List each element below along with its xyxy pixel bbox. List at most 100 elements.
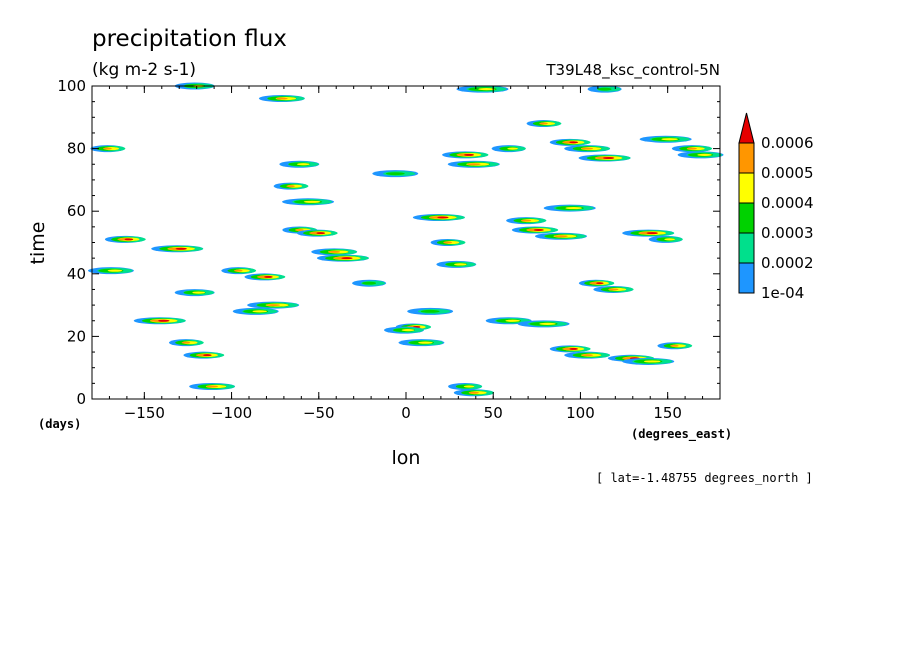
precip-patch bbox=[578, 154, 631, 162]
precip-patch bbox=[511, 226, 559, 234]
patch-level-0.0005 bbox=[581, 354, 594, 357]
precip-patch bbox=[407, 307, 454, 315]
precip-patch bbox=[189, 382, 236, 390]
patch-level-0.0006 bbox=[569, 347, 579, 350]
precip-patch bbox=[671, 145, 713, 153]
precip-patch bbox=[247, 301, 300, 309]
x-axis-label: lon bbox=[392, 447, 421, 469]
patch-level-0.0004 bbox=[565, 206, 582, 210]
precip-patch bbox=[352, 279, 387, 287]
precip-patch bbox=[622, 229, 675, 237]
patch-level-0.0004 bbox=[505, 319, 520, 322]
y-tick-label: 60 bbox=[67, 202, 86, 220]
precip-patch bbox=[491, 145, 526, 153]
y-tick-label: 0 bbox=[76, 390, 86, 408]
precip-patch bbox=[648, 235, 683, 243]
precip-patch bbox=[372, 170, 419, 178]
patch-level-0.0006 bbox=[316, 232, 326, 235]
patch-level-0.0006 bbox=[341, 257, 353, 260]
patch-level-0.0005 bbox=[206, 385, 219, 388]
precip-patch bbox=[543, 204, 596, 212]
precip-patch bbox=[593, 285, 634, 293]
precip-patch bbox=[279, 160, 320, 168]
precip-patch bbox=[442, 151, 489, 159]
patch-level-0.0005 bbox=[468, 391, 479, 394]
precip-patch bbox=[677, 151, 724, 159]
precip-patch bbox=[311, 248, 358, 256]
patch-level-0.0006 bbox=[596, 282, 604, 285]
patch-level-0.0005 bbox=[581, 147, 594, 150]
patch-level-0.0005 bbox=[669, 344, 679, 347]
colorbar-swatch bbox=[738, 262, 755, 294]
precip-patch bbox=[273, 182, 309, 190]
precip-patch bbox=[657, 342, 693, 350]
precip-patch bbox=[517, 320, 570, 328]
patch-level-0.0005 bbox=[443, 241, 453, 244]
patch-level-0.0005 bbox=[328, 250, 341, 253]
patch-level-0.0006 bbox=[646, 232, 658, 235]
precip-patch bbox=[384, 326, 424, 334]
x-tick-label: 50 bbox=[484, 404, 503, 422]
precip-patch bbox=[221, 267, 257, 275]
precip-patch bbox=[412, 213, 465, 221]
patch-level-0.0005 bbox=[181, 341, 191, 344]
precip-patch bbox=[133, 317, 186, 325]
precip-patch bbox=[151, 245, 204, 253]
patch-level-0.0003 bbox=[420, 309, 440, 313]
precip-patch bbox=[258, 95, 305, 103]
precip-patch bbox=[183, 351, 225, 359]
plot-area: −150 −100 −50 0 50 100 150 0 20 40 60 80 100 bbox=[57, 77, 724, 422]
colorbar-swatch bbox=[738, 172, 755, 204]
chart-units: (kg m-2 s-1) bbox=[92, 60, 196, 80]
patch-level-0.0003 bbox=[597, 87, 612, 91]
precip-patch bbox=[87, 267, 134, 275]
patch-level-0.0005 bbox=[608, 288, 619, 291]
patch-level-0.0004 bbox=[401, 329, 415, 332]
x-tick-label: −50 bbox=[303, 404, 335, 422]
patch-level-0.0005 bbox=[539, 122, 548, 125]
y-tick-label: 80 bbox=[67, 140, 86, 158]
patch-level-0.0003 bbox=[385, 172, 405, 176]
precip-patch bbox=[296, 229, 338, 237]
y-tick-label: 100 bbox=[57, 77, 86, 95]
patch-level-0.0005 bbox=[103, 147, 112, 150]
patch-level-0.0006 bbox=[464, 153, 475, 156]
colorbar-swatch bbox=[738, 142, 755, 174]
patch-level-0.0005 bbox=[233, 269, 243, 272]
patch-level-0.0004 bbox=[252, 310, 268, 313]
precip-patch bbox=[535, 232, 587, 240]
axis-ticks: −150 −100 −50 0 50 100 150 0 20 40 60 80 100 bbox=[57, 77, 720, 422]
precip-patch bbox=[447, 160, 500, 168]
precip-patch bbox=[448, 382, 483, 390]
patch-level-0.0004 bbox=[507, 147, 519, 150]
precip-patch bbox=[104, 235, 146, 243]
precip-patch bbox=[174, 82, 215, 90]
colorbar-label: 0.0003 bbox=[761, 224, 814, 242]
precip-patch bbox=[168, 339, 204, 347]
y-tick-label: 20 bbox=[67, 327, 86, 345]
precip-patch bbox=[622, 357, 675, 365]
patch-level-0.0004 bbox=[661, 138, 678, 141]
precip-patch bbox=[549, 345, 591, 353]
experiment-label: T39L48_ksc_control-5N bbox=[545, 61, 720, 80]
x-tick-label: 150 bbox=[653, 404, 682, 422]
patch-level-0.0004 bbox=[453, 263, 467, 266]
patch-level-0.0006 bbox=[602, 156, 615, 159]
precipitation-patches bbox=[87, 82, 724, 397]
chart-title: precipitation flux bbox=[92, 26, 287, 52]
precip-patch bbox=[453, 389, 495, 397]
precip-patch bbox=[436, 260, 477, 268]
x-tick-label: −150 bbox=[124, 404, 165, 422]
colorbar-label: 0.0002 bbox=[761, 254, 814, 272]
precip-patch bbox=[526, 120, 562, 128]
patch-level-0.0004 bbox=[303, 200, 321, 203]
patch-level-0.0006 bbox=[124, 238, 134, 241]
patch-level-0.0006 bbox=[203, 354, 212, 357]
precip-patch bbox=[564, 145, 611, 153]
x-tick-label: 0 bbox=[401, 404, 411, 422]
patch-level-0.0004 bbox=[539, 322, 556, 325]
colorbar-label: 0.0006 bbox=[761, 134, 814, 152]
colorbar-swatch bbox=[738, 232, 755, 264]
x-tick-label: −100 bbox=[211, 404, 252, 422]
